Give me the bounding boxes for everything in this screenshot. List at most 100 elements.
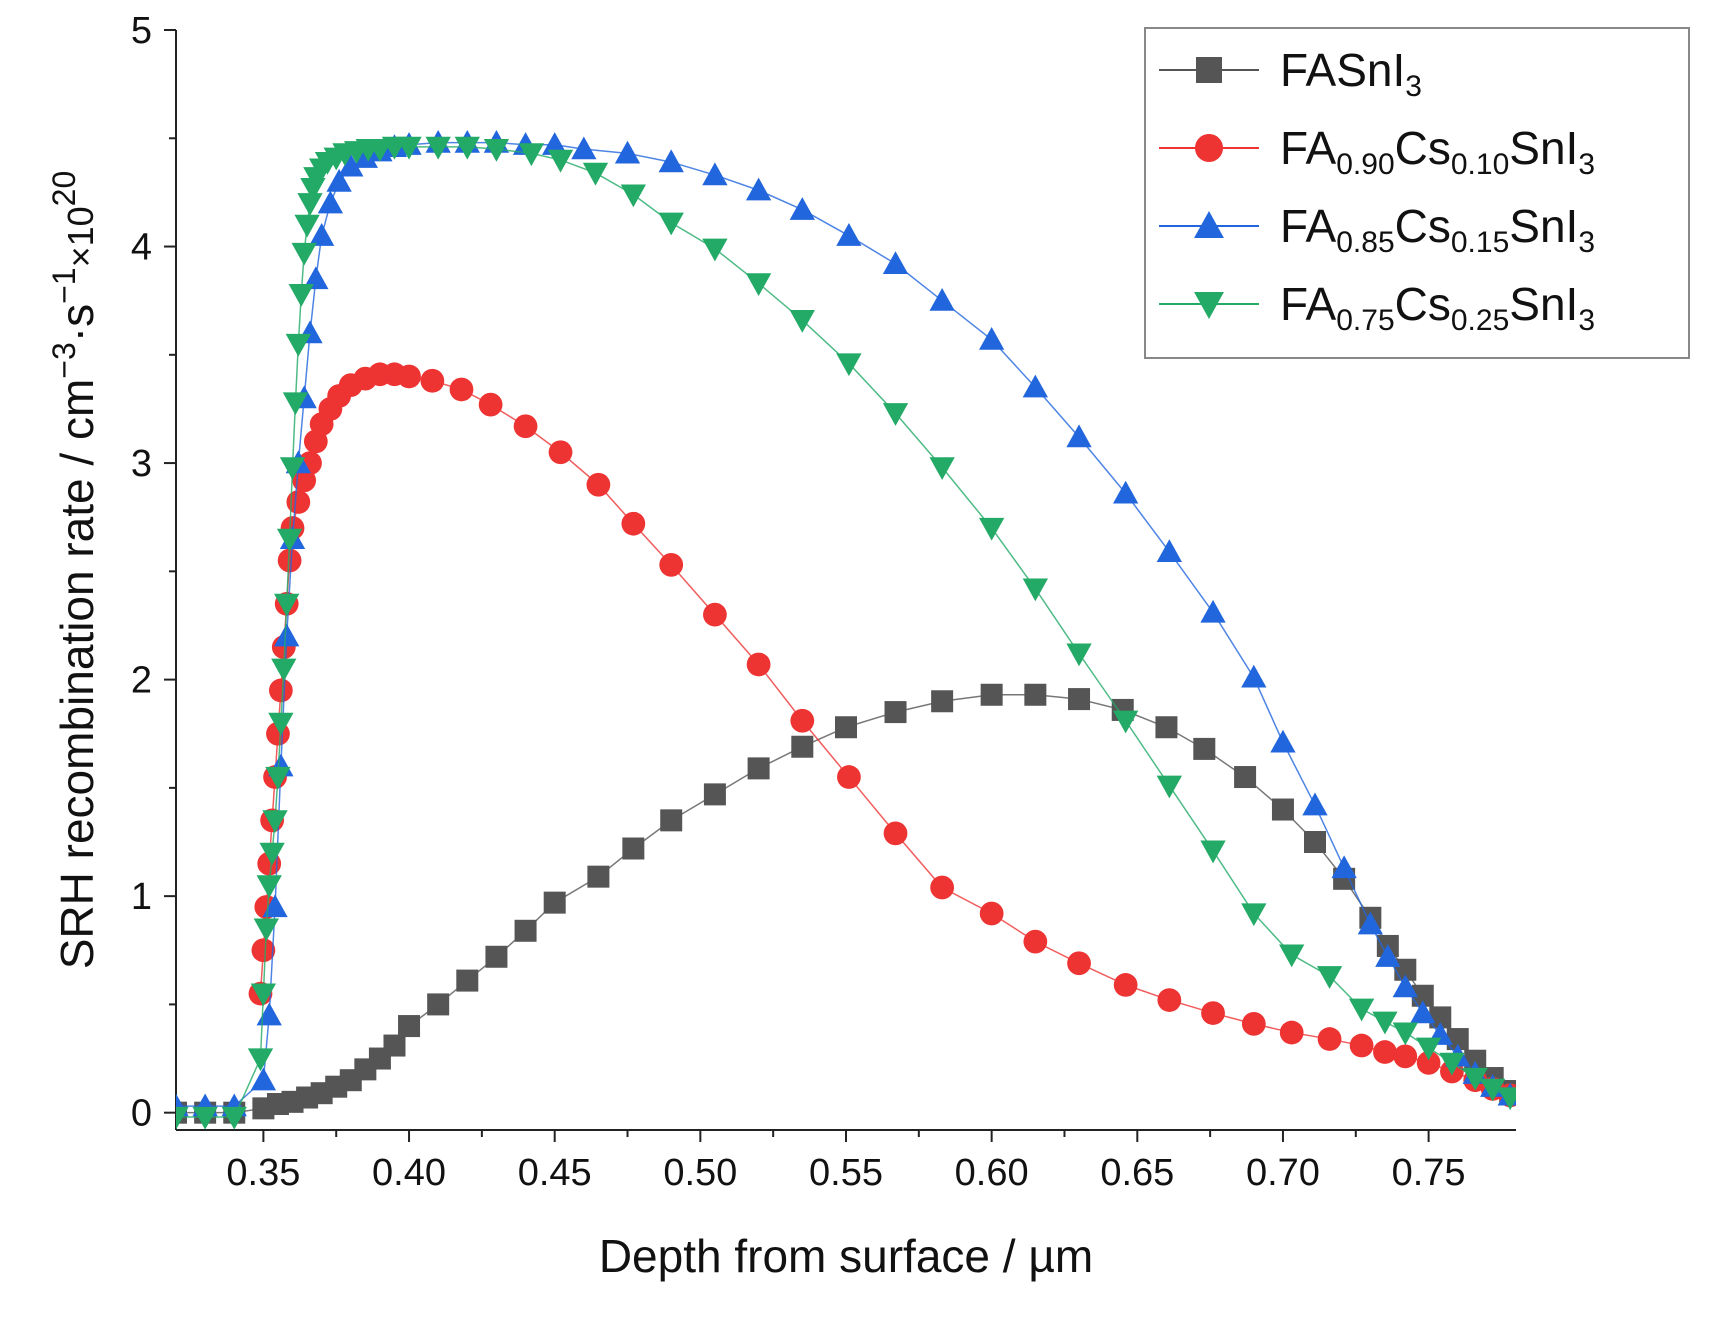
data-point: [317, 190, 344, 214]
data-point: [621, 511, 646, 536]
data-point: [425, 136, 451, 160]
legend-item-4: FA0.75Cs0.25SnI3: [1159, 278, 1595, 337]
data-point: [291, 242, 317, 266]
data-point: [791, 735, 814, 758]
data-point: [883, 821, 908, 846]
data-point: [221, 1106, 247, 1130]
y-axis-title-exp1: −3: [46, 342, 82, 378]
data-point: [1279, 944, 1305, 968]
data-point: [1372, 1011, 1398, 1035]
data-point: [835, 716, 857, 739]
y-tick-label: 3: [131, 443, 152, 485]
data-point: [1271, 798, 1294, 821]
data-point: [513, 414, 538, 439]
data-point: [882, 403, 909, 426]
y-tick-label: 4: [131, 227, 152, 269]
data-point: [1193, 737, 1216, 760]
data-point: [929, 457, 955, 481]
data-point: [1392, 1022, 1418, 1046]
data-point: [383, 1034, 406, 1057]
data-point: [1241, 903, 1267, 927]
data-point: [836, 223, 862, 246]
data-point: [1241, 664, 1267, 688]
data-point: [262, 894, 288, 918]
data-point: [1357, 911, 1383, 935]
data-point: [1349, 1033, 1374, 1058]
data-point: [571, 136, 597, 160]
data-point: [1200, 840, 1226, 864]
data-point: [1113, 480, 1139, 504]
data-point: [586, 472, 611, 497]
y-tick-label: 5: [131, 10, 152, 52]
data-point: [747, 757, 770, 780]
data-point: [1462, 1067, 1488, 1091]
legend-label: FA0.75Cs0.25SnI3: [1280, 278, 1595, 337]
data-point: [1331, 855, 1357, 879]
data-point: [265, 766, 291, 790]
data-point: [1155, 716, 1178, 739]
legend-label: FA0.85Cs0.15SnI3: [1280, 200, 1595, 259]
x-tick-label: 0.75: [1392, 1152, 1466, 1194]
data-point: [1304, 831, 1326, 854]
data-point: [268, 678, 293, 703]
data-point: [274, 623, 300, 647]
x-tick-label: 0.65: [1100, 1152, 1174, 1194]
data-point: [790, 708, 815, 733]
x-tick-label: 0.60: [955, 1152, 1029, 1194]
data-point: [745, 273, 772, 296]
data-point: [703, 783, 726, 806]
data-point: [979, 901, 1004, 926]
legend-marker: [1194, 211, 1224, 238]
data-point: [176, 1106, 189, 1130]
data-point: [1201, 1001, 1225, 1025]
data-point: [658, 149, 684, 173]
data-point: [548, 440, 573, 465]
data-point: [980, 683, 1003, 706]
y-axis-title-mid: ·s: [51, 304, 103, 342]
data-point: [271, 658, 297, 682]
data-point: [746, 652, 771, 677]
data-point: [253, 918, 279, 942]
x-tick-label: 0.50: [663, 1152, 737, 1194]
x-tick-label: 0.55: [809, 1152, 883, 1194]
data-point: [543, 891, 566, 914]
data-point: [1411, 984, 1434, 1007]
data-point: [660, 809, 683, 832]
data-point: [262, 810, 288, 834]
data-point: [836, 353, 862, 377]
data-point: [1373, 1040, 1397, 1064]
x-axis-title: Depth from surface / µm: [599, 1230, 1093, 1282]
data-point: [397, 364, 421, 389]
data-point: [1024, 683, 1047, 706]
data-point: [1317, 1027, 1342, 1051]
legend-label: FA0.90Cs0.10SnI3: [1280, 122, 1595, 181]
data-point: [456, 969, 479, 992]
series-1: [176, 683, 1516, 1124]
legend: FASnI3 FA0.90Cs0.10SnI3 FA0.85Cs0.15SnI3 FA…: [1144, 27, 1690, 359]
data-point: [702, 162, 728, 186]
data-point: [1113, 710, 1139, 734]
data-point: [268, 712, 294, 736]
data-point: [483, 138, 510, 162]
data-point: [256, 1002, 282, 1026]
y-axis-title-times: ×10: [60, 206, 101, 267]
data-point: [478, 392, 503, 417]
data-point: [979, 517, 1005, 541]
data-point: [1439, 1052, 1465, 1076]
data-point: [420, 368, 445, 393]
data-point: [1156, 775, 1182, 799]
data-point: [1416, 1050, 1441, 1075]
data-point: [1067, 951, 1091, 976]
y-tick-label: 1: [131, 876, 152, 918]
data-point: [1375, 944, 1401, 967]
data-point: [1022, 578, 1048, 602]
data-point: [247, 1048, 274, 1072]
y-axis-title: SRH recombination rate / cm−3·s−1×1020: [46, 171, 103, 970]
data-point: [1348, 998, 1375, 1022]
data-point: [658, 212, 684, 236]
x-tick-label: 0.45: [518, 1152, 592, 1194]
data-point: [789, 197, 815, 220]
x-tick-label: 0.35: [226, 1152, 300, 1194]
legend-label: FASnI3: [1280, 44, 1422, 103]
data-point: [309, 223, 335, 246]
